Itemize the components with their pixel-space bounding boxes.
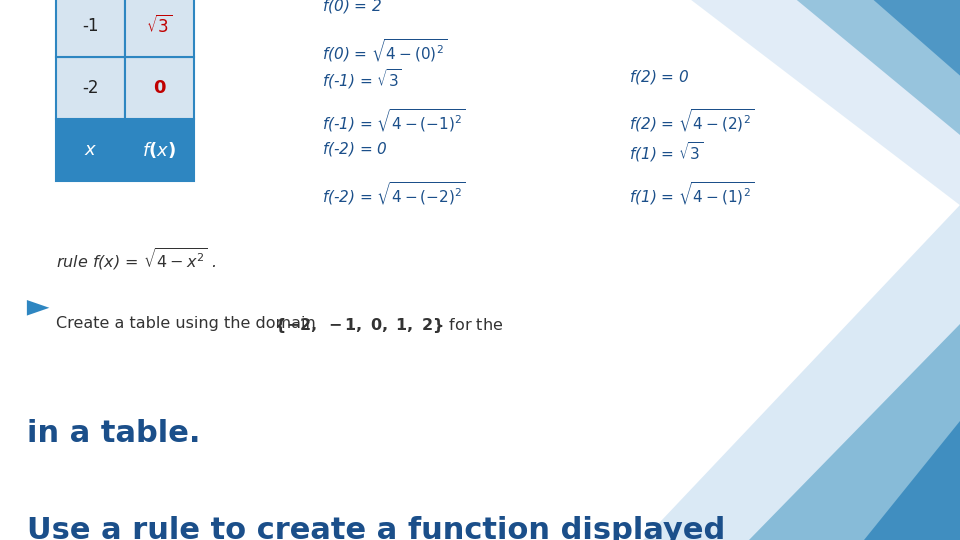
Text: $\mathbf{\{-2,\ -1,\ 0,\ 1,\ 2\}}$ for the: $\mathbf{\{-2,\ -1,\ 0,\ 1,\ 2\}}$ for t… — [56, 316, 503, 335]
Text: $\mathit{x}$: $\mathit{x}$ — [84, 141, 97, 159]
FancyBboxPatch shape — [56, 119, 194, 181]
Text: -2: -2 — [82, 79, 99, 97]
Text: in a table.: in a table. — [27, 418, 201, 448]
Text: $f$(1) = $\sqrt{3}$: $f$(1) = $\sqrt{3}$ — [629, 140, 703, 164]
Text: Use a rule to create a function displayed: Use a rule to create a function displaye… — [27, 516, 725, 540]
Text: $f$(0) = 2: $f$(0) = 2 — [322, 0, 382, 15]
Text: rule $\mathit{f}$($\mathit{x}$) = $\sqrt{4-x^2}$ .: rule $\mathit{f}$($\mathit{x}$) = $\sqrt… — [56, 246, 216, 272]
Polygon shape — [749, 324, 960, 540]
FancyBboxPatch shape — [56, 57, 125, 119]
Polygon shape — [691, 0, 960, 205]
Text: $f$(-2) = 0: $f$(-2) = 0 — [322, 140, 388, 158]
Polygon shape — [874, 0, 960, 76]
Text: 0: 0 — [153, 79, 166, 97]
Text: Create a table using the domain: Create a table using the domain — [56, 316, 321, 331]
Polygon shape — [797, 0, 960, 135]
Text: $\mathit{f}$($\mathit{x}$): $\mathit{f}$($\mathit{x}$) — [142, 140, 177, 160]
Text: $\sqrt{3}$: $\sqrt{3}$ — [146, 15, 173, 37]
Text: $f$(-1) = $\sqrt{3}$: $f$(-1) = $\sqrt{3}$ — [322, 68, 401, 91]
Text: $f$(2) = $\sqrt{4-(2)^2}$: $f$(2) = $\sqrt{4-(2)^2}$ — [629, 108, 754, 135]
Text: -1: -1 — [82, 17, 99, 35]
Text: $f$(1) = $\sqrt{4-(1)^2}$: $f$(1) = $\sqrt{4-(1)^2}$ — [629, 181, 754, 208]
FancyBboxPatch shape — [56, 0, 125, 57]
FancyBboxPatch shape — [125, 57, 194, 119]
Polygon shape — [27, 300, 49, 315]
Polygon shape — [864, 421, 960, 540]
Text: $f$(0) = $\sqrt{4-(0)^2}$: $f$(0) = $\sqrt{4-(0)^2}$ — [322, 38, 446, 65]
Polygon shape — [643, 205, 960, 540]
Text: $f$(-1) = $\sqrt{4-(-1)^2}$: $f$(-1) = $\sqrt{4-(-1)^2}$ — [322, 108, 465, 135]
Text: $f$(2) = 0: $f$(2) = 0 — [629, 68, 689, 85]
Text: $f$(-2) = $\sqrt{4-(-2)^2}$: $f$(-2) = $\sqrt{4-(-2)^2}$ — [322, 181, 465, 208]
FancyBboxPatch shape — [125, 0, 194, 57]
